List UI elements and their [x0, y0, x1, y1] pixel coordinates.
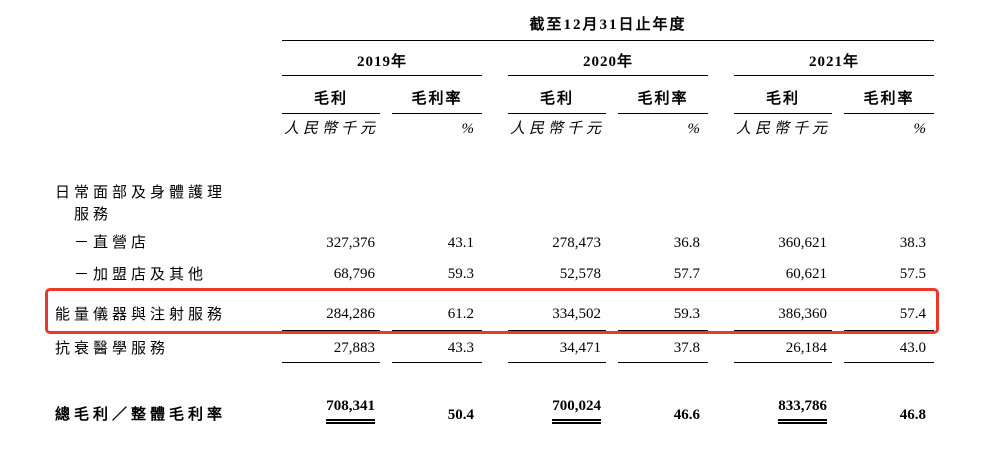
table-row: －加盟店及其他 68,796 59.3 52,578 57.7 60,621 5… — [52, 257, 934, 289]
year-header-2020: 2020年 — [508, 41, 708, 76]
table-header-columns: 毛利 毛利率 毛利 毛利率 毛利 毛利率 — [52, 76, 934, 114]
total-margin-2019: 50.4 — [447, 407, 474, 423]
total-margin-2020: 46.6 — [673, 407, 700, 423]
gp-header-2021: 毛利 — [734, 76, 832, 114]
gp-value-2020: 334,502 — [508, 289, 606, 331]
total-row-label: 總毛利／整體毛利率 — [55, 407, 227, 423]
gp-value-2020: 278,473 — [552, 235, 601, 251]
gp-value-2020: 34,471 — [508, 331, 606, 363]
table-period-title: 截至12月31日止年度 — [282, 12, 934, 41]
gp-value-2021: 360,621 — [778, 235, 827, 251]
table-header-period: 截至12月31日止年度 — [52, 12, 934, 41]
gp-value-2021: 60,621 — [734, 257, 832, 289]
gross-profit-table: 截至12月31日止年度 2019年 2020年 2021年 毛利 毛利率 毛利 … — [45, 12, 939, 426]
margin-value-2019: 59.3 — [392, 257, 482, 289]
gp-header-2019: 毛利 — [282, 76, 380, 114]
gp-header-2020: 毛利 — [508, 76, 606, 114]
table-header-units: 人民幣千元 % 人民幣千元 % 人民幣千元 % — [52, 114, 934, 138]
margin-value-2021: 57.4 — [844, 289, 934, 331]
gp-value-2020: 52,578 — [508, 257, 606, 289]
total-gp-2020: 700,024 — [508, 383, 606, 426]
spacer — [52, 363, 934, 383]
margin-header-2021: 毛利率 — [844, 76, 934, 114]
gp-value-2019: 27,883 — [282, 331, 380, 363]
margin-value-2020: 36.8 — [673, 235, 700, 251]
double-underlined-value: 708,341 — [326, 397, 375, 424]
margin-header-2019: 毛利率 — [392, 76, 482, 114]
unit-rmb-2020: 人民幣千元 — [510, 121, 606, 137]
margin-value-2020: 37.8 — [618, 331, 708, 363]
double-underlined-value: 700,024 — [552, 397, 601, 424]
year-header-2019: 2019年 — [282, 41, 482, 76]
category-label-line1: 日常面部及身體護理 — [55, 185, 227, 201]
row-label: 能量儀器與注射服務 — [55, 307, 227, 323]
category-header-row: 日常面部及身體護理 — [52, 180, 934, 202]
margin-value-2019: 61.2 — [392, 289, 482, 331]
total-margin-2021: 46.8 — [899, 407, 926, 423]
category-label-line2: 服務 — [74, 207, 113, 223]
margin-value-2021: 43.0 — [844, 331, 934, 363]
margin-value-2020: 57.7 — [618, 257, 708, 289]
row-label: －直營店 — [74, 235, 151, 251]
margin-header-2020: 毛利率 — [618, 76, 708, 114]
gp-value-2021: 26,184 — [734, 331, 832, 363]
table-row: 抗衰醫學服務 27,883 43.3 34,471 37.8 26,184 43… — [52, 331, 934, 363]
margin-value-2021: 57.5 — [844, 257, 934, 289]
unit-rmb-2021: 人民幣千元 — [736, 121, 832, 137]
gp-value-2019: 327,376 — [326, 235, 375, 251]
margin-value-2020: 59.3 — [618, 289, 708, 331]
row-label: 抗衰醫學服務 — [55, 341, 170, 357]
spacer — [52, 138, 934, 180]
margin-value-2019: 43.1 — [447, 235, 474, 251]
year-header-2021: 2021年 — [734, 41, 934, 76]
table-header-years: 2019年 2020年 2021年 — [52, 41, 934, 76]
table-row-highlighted: 能量儀器與注射服務 284,286 61.2 334,502 59.3 386,… — [45, 288, 939, 334]
category-header-row: 服務 — [52, 202, 934, 224]
gp-value-2021: 386,360 — [734, 289, 832, 331]
total-row: 總毛利／整體毛利率 708,341 50.4 700,024 46.6 833,… — [52, 383, 934, 426]
total-gp-2021: 833,786 — [734, 383, 832, 426]
gp-value-2019: 284,286 — [282, 289, 380, 331]
gp-value-2019: 68,796 — [282, 257, 380, 289]
unit-pct-2020: % — [687, 121, 701, 137]
total-gp-2019: 708,341 — [282, 383, 380, 426]
unit-pct-2019: % — [461, 121, 475, 137]
row-label: －加盟店及其他 — [74, 267, 208, 283]
document-page: 截至12月31日止年度 2019年 2020年 2021年 毛利 毛利率 毛利 … — [0, 12, 993, 426]
unit-pct-2021: % — [913, 121, 927, 137]
margin-value-2019: 43.3 — [392, 331, 482, 363]
unit-rmb-2019: 人民幣千元 — [284, 121, 380, 137]
double-underlined-value: 833,786 — [778, 397, 827, 424]
margin-value-2021: 38.3 — [899, 235, 926, 251]
table-row: －直營店 327,376 43.1 278,473 36.8 360,621 3… — [52, 224, 934, 257]
